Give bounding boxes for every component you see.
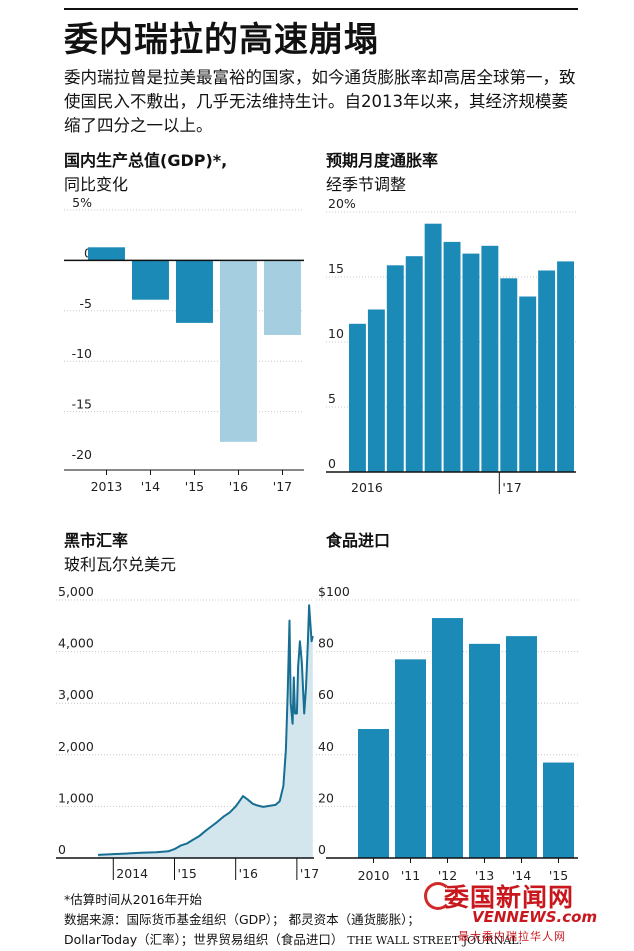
fx-y-tick-label: 3,000 (58, 687, 94, 702)
inflation-bar (443, 241, 461, 472)
inflation-bar (481, 245, 499, 472)
gdp-chart-subtitle: 同比变化 (64, 175, 129, 194)
fx-line (97, 604, 314, 856)
gdp-x-tick-label: '16 (229, 479, 248, 494)
fx-y-tick-label: 1,000 (58, 790, 94, 805)
food-y-tick-label: 40 (318, 739, 334, 754)
inflation-bar (462, 253, 480, 472)
gdp-bar (132, 260, 169, 300)
inflation-y-tick-label: 0 (328, 456, 336, 471)
gdp-x-tick-label: '15 (185, 479, 204, 494)
gdp-bar (264, 260, 301, 335)
source-line-2: DollarToday（汇率）；世界贸易组织（食品进口） THE WALL STR… (64, 930, 522, 951)
gdp-bar (220, 260, 257, 442)
fx-x-tick-label: '15 (177, 866, 196, 881)
fx-y-tick-label: 5,000 (58, 584, 94, 599)
fx-x-tick-label: 2014 (116, 866, 148, 881)
inflation-bar (538, 270, 556, 472)
food-bar (543, 762, 574, 858)
inflation-bar (519, 296, 537, 472)
inflation-chart-subtitle: 经季节调整 (326, 175, 407, 194)
fx-area (98, 605, 313, 858)
inflation-bar (367, 309, 385, 472)
watermark-url: VENNEWS.com (472, 908, 598, 926)
inflation-bar (405, 256, 423, 472)
source-line-1: 数据来源：国际货币基金组织（GDP）； 都灵资本（通货膨胀）； (64, 912, 420, 927)
inflation-bar (500, 278, 518, 472)
food-bar (358, 729, 389, 858)
fx-chart-title: 黑市汇率 (64, 531, 129, 550)
inflation-y-tick-label: 5 (328, 391, 336, 406)
inflation-y-tick-label: 20% (328, 196, 356, 211)
gdp-x-tick-label: 2013 (91, 479, 123, 494)
watermark-logo: 委国新闻网 (444, 883, 575, 912)
fx-y-tick-label: 4,000 (58, 636, 94, 651)
food-bar (469, 643, 500, 858)
fx-chart-subtitle: 玻利瓦尔兑美元 (64, 555, 177, 574)
food-y-tick-label: 20 (318, 790, 334, 805)
gdp-chart-title: 国内生产总值(GDP)*, (64, 151, 228, 170)
inflation-bar (386, 265, 404, 472)
publisher-name: THE WALL STREET JOURNAL. (347, 934, 523, 947)
inflation-chart: 20% 15 10 5 0 2016 '17 (326, 196, 576, 495)
watermark-tagline: 最大委内瑞拉华人网 (458, 930, 566, 943)
footnote: *估算时间从2016年开始 数据来源：国际货币基金组织（GDP）； 都灵资本（通… (64, 890, 522, 951)
fx-y-tick-label: 0 (58, 842, 66, 857)
food-x-tick-label: '11 (401, 868, 420, 883)
food-x-tick-label: '14 (512, 868, 531, 883)
food-x-tick-label: 2010 (358, 868, 390, 883)
food-chart: $100 80 60 40 20 0 2010 '11 '12 '13 '14 '15 (316, 584, 578, 883)
gdp-x-tick-label: '14 (141, 479, 160, 494)
fx-y-tick-label: 2,000 (58, 739, 94, 754)
food-bar (395, 659, 426, 858)
gdp-bar (176, 260, 213, 323)
food-x-tick-label: '15 (549, 868, 568, 883)
fx-x-tick-label: '17 (300, 866, 319, 881)
inflation-y-tick-label: 10 (328, 326, 344, 341)
inflation-x-tick-label: '17 (502, 480, 521, 495)
food-x-tick-label: '13 (475, 868, 494, 883)
page-subtitle: 委内瑞拉曾是拉美最富裕的国家，如今通货膨胀率却高居全球第一，致使国民入不敷出，几… (64, 68, 576, 135)
gdp-x-tick-label: '17 (273, 479, 292, 494)
inflation-bar (424, 223, 442, 472)
gdp-y-tick-label: 5% (72, 195, 92, 210)
food-y-tick-label: 80 (318, 636, 334, 651)
inflation-y-tick-label: 15 (328, 261, 344, 276)
inflation-chart-title: 预期月度通胀率 (326, 151, 439, 170)
food-y-tick-label: 60 (318, 687, 334, 702)
top-rule (64, 8, 578, 10)
food-y-tick-label: $100 (318, 584, 350, 599)
watermark-swirl-icon (424, 882, 452, 910)
food-chart-title: 食品进口 (326, 531, 391, 550)
food-x-tick-label: '12 (438, 868, 457, 883)
estimate-note: *估算时间从2016年开始 (64, 892, 203, 907)
gdp-y-tick-label: -5 (80, 296, 92, 311)
page-title: 委内瑞拉的高速崩塌 (64, 20, 379, 60)
inflation-bar (557, 261, 574, 472)
food-y-tick-label: 0 (318, 842, 326, 857)
inflation-x-tick-label: 2016 (351, 480, 383, 495)
gdp-y-tick-label: -10 (72, 346, 92, 361)
inflation-bar (349, 323, 366, 472)
gdp-y-tick-label: -20 (72, 447, 92, 462)
food-bar (432, 618, 463, 858)
watermark: 委国新闻网 VENNEWS.com 最大委内瑞拉华人网 (424, 878, 630, 950)
fx-x-tick-label: '16 (239, 866, 258, 881)
fx-chart: 5,000 4,000 3,000 2,000 1,000 0 2014 '15 '16 '17 (56, 584, 319, 881)
gdp-y-tick-label: -15 (72, 397, 92, 412)
gdp-bar (88, 247, 125, 261)
food-bar (506, 636, 537, 858)
source-line-2-text: DollarToday（汇率）；世界贸易组织（食品进口） (64, 932, 344, 947)
